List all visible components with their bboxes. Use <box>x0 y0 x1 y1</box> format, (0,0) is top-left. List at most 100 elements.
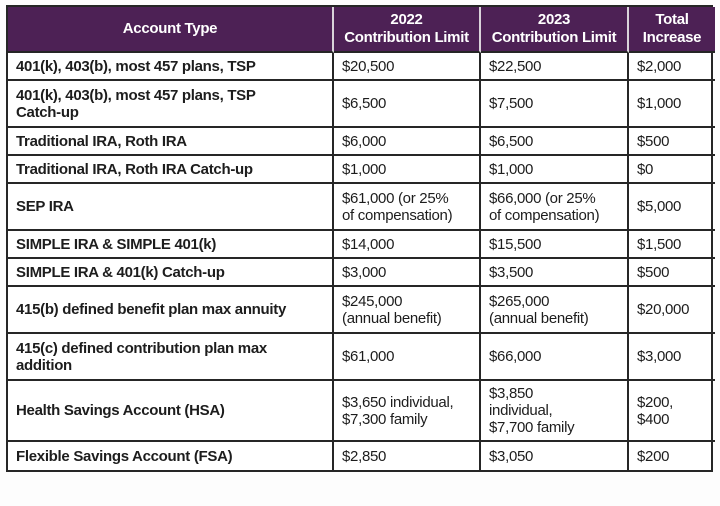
cell-line: $7,500 <box>489 95 534 112</box>
cell-line: Total <box>655 11 689 28</box>
cell-line: $1,000 <box>489 160 534 178</box>
cell-line: 401(k), 403(b), most 457 plans, TSP <box>16 86 256 104</box>
cell-line: $7,700 family <box>489 419 575 436</box>
header-cell-account: Account Type <box>8 7 334 53</box>
cell-line: Contribution Limit <box>344 29 469 46</box>
cell-line: Flexible Savings Account (FSA) <box>16 447 233 465</box>
cell-account: Traditional IRA, Roth IRA <box>8 128 334 156</box>
cell-limit2023: $22,500 <box>481 53 629 81</box>
cell-limit2023: $1,000 <box>481 156 629 184</box>
cell-limit2023: $6,500 <box>481 128 629 156</box>
cell-account: 415(b) defined benefit plan max annuity <box>8 287 334 334</box>
cell-increase: $3,000 <box>629 334 715 381</box>
cell-account: SEP IRA <box>8 184 334 231</box>
cell-limit2023: $3,500 <box>481 259 629 287</box>
cell-line: Traditional IRA, Roth IRA <box>16 132 187 150</box>
cell-account: 415(c) defined contribution plan max addi… <box>8 334 334 381</box>
cell-line: 415(b) defined benefit plan max annuity <box>16 301 287 318</box>
cell-line: $20,500 <box>342 57 395 75</box>
cell-increase: $20,000 <box>629 287 715 334</box>
cell-line: $20,000 <box>637 301 690 318</box>
cell-line: $66,000 (or 25% <box>489 189 596 207</box>
header-cell-limit2022: 2022 Contribution Limit <box>334 7 481 53</box>
cell-line: $6,000 <box>342 132 387 150</box>
cell-line: $22,500 <box>489 57 542 75</box>
cell-line: $3,850 <box>489 385 534 402</box>
cell-line: $3,650 individual, <box>342 393 454 411</box>
cell-line: $200 <box>637 447 670 465</box>
cell-line: $66,000 <box>489 348 542 365</box>
cell-line: $2,850 <box>342 447 387 465</box>
cell-limit2022: $3,000 <box>334 259 481 287</box>
cell-line: $3,000 <box>342 263 387 281</box>
cell-line: $400 <box>637 410 670 428</box>
cell-limit2022: $6,000 <box>334 128 481 156</box>
cell-increase: $1,000 <box>629 81 715 128</box>
cell-line: addition <box>16 356 72 374</box>
cell-limit2022: $3,650 individual, $7,300 family <box>334 381 481 442</box>
header-cell-limit2023: 2023 Contribution Limit <box>481 7 629 53</box>
cell-line: of compensation) <box>342 206 453 224</box>
cell-line: Increase <box>642 29 702 46</box>
cell-limit2023: $15,500 <box>481 231 629 259</box>
cell-line: $500 <box>637 132 670 150</box>
cell-limit2022: $2,850 <box>334 442 481 470</box>
cell-line: $500 <box>637 263 670 281</box>
cell-line: $245,000 <box>342 292 403 310</box>
cell-line: 2023 <box>537 11 571 28</box>
cell-increase: $200 <box>629 442 715 470</box>
cell-line: $3,500 <box>489 263 534 281</box>
cell-limit2023: $66,000 <box>481 334 629 381</box>
cell-account: SIMPLE IRA & SIMPLE 401(k) <box>8 231 334 259</box>
cell-line: (annual benefit) <box>342 309 442 327</box>
cell-line: SEP IRA <box>16 198 74 215</box>
cell-limit2022: $245,000 (annual benefit) <box>334 287 481 334</box>
cell-line: $3,000 <box>637 348 682 365</box>
cell-line: $15,500 <box>489 235 542 253</box>
cell-account: 401(k), 403(b), most 457 plans, TSP Catch… <box>8 81 334 128</box>
cell-line: $6,500 <box>342 95 387 112</box>
cell-line: individual, <box>489 402 553 419</box>
cell-limit2022: $61,000 (or 25% of compensation) <box>334 184 481 231</box>
cell-limit2022: $1,000 <box>334 156 481 184</box>
cell-line: $5,000 <box>637 198 682 215</box>
cell-line: $1,000 <box>637 95 682 112</box>
cell-line: (annual benefit) <box>489 309 589 327</box>
cell-increase: $0 <box>629 156 715 184</box>
cell-line: $265,000 <box>489 292 550 310</box>
cell-limit2022: $14,000 <box>334 231 481 259</box>
cell-line: $61,000 <box>342 348 395 365</box>
cell-line: Contribution Limit <box>491 29 617 46</box>
cell-line: Account Type <box>122 20 218 37</box>
cell-line: Catch-up <box>16 103 79 121</box>
cell-limit2022: $6,500 <box>334 81 481 128</box>
cell-increase: $5,000 <box>629 184 715 231</box>
cell-limit2023: $3,850 individual, $7,700 family <box>481 381 629 442</box>
cell-account: Health Savings Account (HSA) <box>8 381 334 442</box>
cell-line: $1,000 <box>342 160 387 178</box>
cell-increase: $1,500 <box>629 231 715 259</box>
cell-account: Traditional IRA, Roth IRA Catch-up <box>8 156 334 184</box>
cell-line: $6,500 <box>489 132 534 150</box>
cell-line: 415(c) defined contribution plan max <box>16 339 267 357</box>
cell-increase: $500 <box>629 128 715 156</box>
cell-line: $0 <box>637 160 654 178</box>
cell-line: SIMPLE IRA & 401(k) Catch-up <box>16 263 225 281</box>
cell-line: 401(k), 403(b), most 457 plans, TSP <box>16 57 256 75</box>
cell-line: $14,000 <box>342 235 395 253</box>
cell-line: $1,500 <box>637 235 682 253</box>
cell-line: $200, <box>637 393 674 411</box>
cell-line: Health Savings Account (HSA) <box>16 402 225 419</box>
cell-line: Traditional IRA, Roth IRA Catch-up <box>16 160 253 178</box>
cell-line: SIMPLE IRA & SIMPLE 401(k) <box>16 235 217 253</box>
cell-line: $7,300 family <box>342 410 428 428</box>
cell-line: $61,000 (or 25% <box>342 189 449 207</box>
cell-increase: $500 <box>629 259 715 287</box>
header-cell-increase: Total Increase <box>629 7 715 53</box>
cell-limit2023: $7,500 <box>481 81 629 128</box>
contribution-limits-table: Account Type 2022 Contribution Limit 2023 Co… <box>6 5 715 472</box>
cell-increase: $2,000 <box>629 53 715 81</box>
cell-line: $3,050 <box>489 447 534 465</box>
cell-limit2022: $61,000 <box>334 334 481 381</box>
